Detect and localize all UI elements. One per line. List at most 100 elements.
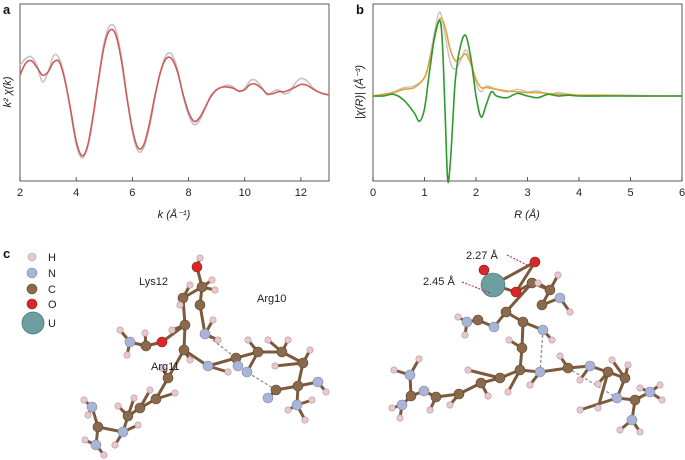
panel-letter-a: a <box>3 2 11 17</box>
nitrogen-atom <box>396 399 408 411</box>
panel-b-tick-label: 3 <box>524 187 530 199</box>
hydrogen-atom <box>504 388 512 396</box>
panel-b-tick-label: 1 <box>421 187 427 199</box>
legend-o-label: O <box>48 299 57 311</box>
nitrogen-atom <box>418 385 430 397</box>
hydrogen-atom <box>388 404 396 412</box>
hydrogen-atom <box>264 336 272 344</box>
hydrogen-atom <box>484 392 492 400</box>
carbon-atom <box>472 314 484 326</box>
hydrogen-atom <box>146 386 154 394</box>
carbon-atom <box>196 281 208 293</box>
carbon-atom <box>178 344 190 356</box>
carbon-atom <box>405 390 417 402</box>
hydrogen-atom <box>556 352 564 360</box>
panel-b-chart: 0 1 2 3 4 5 6 R (Å) |χ(R)| (Å⁻³) <box>353 3 685 221</box>
hydrogen-atom <box>130 394 138 402</box>
nitrogen-atom <box>488 321 500 333</box>
carbon-atom <box>134 402 146 414</box>
panel-a-y-axis-label: k² χ(k) <box>2 76 14 107</box>
hydrogen-atom <box>176 301 184 309</box>
panel-b-tick-label: 4 <box>576 187 582 199</box>
bond <box>596 370 610 410</box>
hydrogen-atom <box>114 402 122 410</box>
hydrogen-atom <box>526 381 534 389</box>
panel-b-tick-label: 6 <box>679 187 685 199</box>
nitrogen-atom <box>199 328 211 340</box>
panel-b-y-axis-label: |χ(R)| (Å⁻³) <box>353 65 366 120</box>
molecule-left <box>80 254 330 459</box>
carbon-atom <box>517 316 529 328</box>
panel-a-tick-label: 8 <box>185 187 191 199</box>
legend-o-swatch <box>26 298 38 310</box>
distance-pointer <box>461 281 491 294</box>
nitrogen-atom <box>232 360 244 372</box>
hydrogen-atom <box>81 436 89 444</box>
panel-b-x-ticks: 0 1 2 3 4 5 6 <box>370 177 685 199</box>
panel-a-chart: 2 4 6 8 10 12 k (Å⁻¹) k² χ(k) <box>2 3 330 221</box>
oxygen-atom <box>478 264 490 276</box>
carbon-atom <box>140 340 152 352</box>
legend-u-label: U <box>48 318 56 330</box>
atom-legend: H N C O U <box>21 252 57 335</box>
hydrogen-atom <box>464 366 472 374</box>
bond <box>514 260 537 294</box>
nitrogen-atom <box>611 392 623 404</box>
panel-b-tick-label: 2 <box>473 187 479 199</box>
carbon-atom <box>122 410 134 422</box>
hydrogen-atom <box>636 384 644 392</box>
oxygen-atom <box>510 286 522 298</box>
label-arg11: Arg11 <box>151 361 180 373</box>
carbon-atom <box>179 319 191 331</box>
hydrogen-atom <box>84 411 92 419</box>
carbon-atom <box>453 388 465 400</box>
hydrogen-atom <box>576 406 584 414</box>
nitrogen-atom <box>202 360 214 372</box>
hydrogen-atom <box>426 406 434 414</box>
hydrogen-atom <box>322 388 330 396</box>
nitrogen-atom <box>584 360 596 372</box>
nitrogen-atom <box>262 392 274 404</box>
hydrogen-atom <box>186 281 194 289</box>
hydrogen-atom <box>616 426 624 434</box>
panel-b-x-axis-label: R (Å) <box>514 208 540 221</box>
hydrogen-atom <box>554 271 562 279</box>
carbon-atom <box>297 357 309 369</box>
carbon-atom <box>92 421 104 433</box>
hydrogen-atom <box>284 406 292 414</box>
hydrogen-atom <box>454 313 462 321</box>
hydrogen-atom <box>141 329 149 337</box>
carbon-atom <box>270 384 282 396</box>
uranium-atom <box>480 272 506 298</box>
molecule-right <box>388 254 666 436</box>
nitrogen-atom <box>90 439 102 451</box>
nitrogen-atom <box>554 292 566 304</box>
legend-h-swatch <box>27 252 37 262</box>
panel-b-imaginary-fit-line <box>372 19 682 184</box>
hydrogen-atom <box>186 356 194 364</box>
carbon-atom <box>629 394 641 406</box>
nitrogen-atom <box>644 386 656 398</box>
oxygen-atom <box>529 256 541 268</box>
nitrogen-atom <box>626 414 638 426</box>
hydrogen-atom <box>123 351 131 359</box>
panel-a-frame <box>19 3 330 182</box>
label-distance-2-45: 2.45 Å <box>423 275 455 288</box>
carbon-atom <box>162 372 174 384</box>
hydrogen-atom <box>100 451 108 459</box>
hydrogen-atom <box>390 366 398 374</box>
panel-a-tick-label: 4 <box>73 187 79 199</box>
hydrogen-atom <box>111 441 119 449</box>
hydrogen-atom <box>594 404 602 412</box>
legend-c-label: C <box>48 284 56 296</box>
nitrogen-atom <box>404 369 416 381</box>
panel-b-magnitude-fit-line <box>372 17 682 97</box>
hydrogen-atom <box>306 346 314 354</box>
label-distance-2-27: 2.27 Å <box>466 249 498 262</box>
carbon-atom <box>276 346 288 358</box>
panel-a-x-ticks: 2 4 6 8 10 12 <box>17 177 307 199</box>
carbon-atom <box>500 306 512 318</box>
hydrogen-atom <box>505 336 513 344</box>
hydrogen-atom <box>566 308 574 316</box>
